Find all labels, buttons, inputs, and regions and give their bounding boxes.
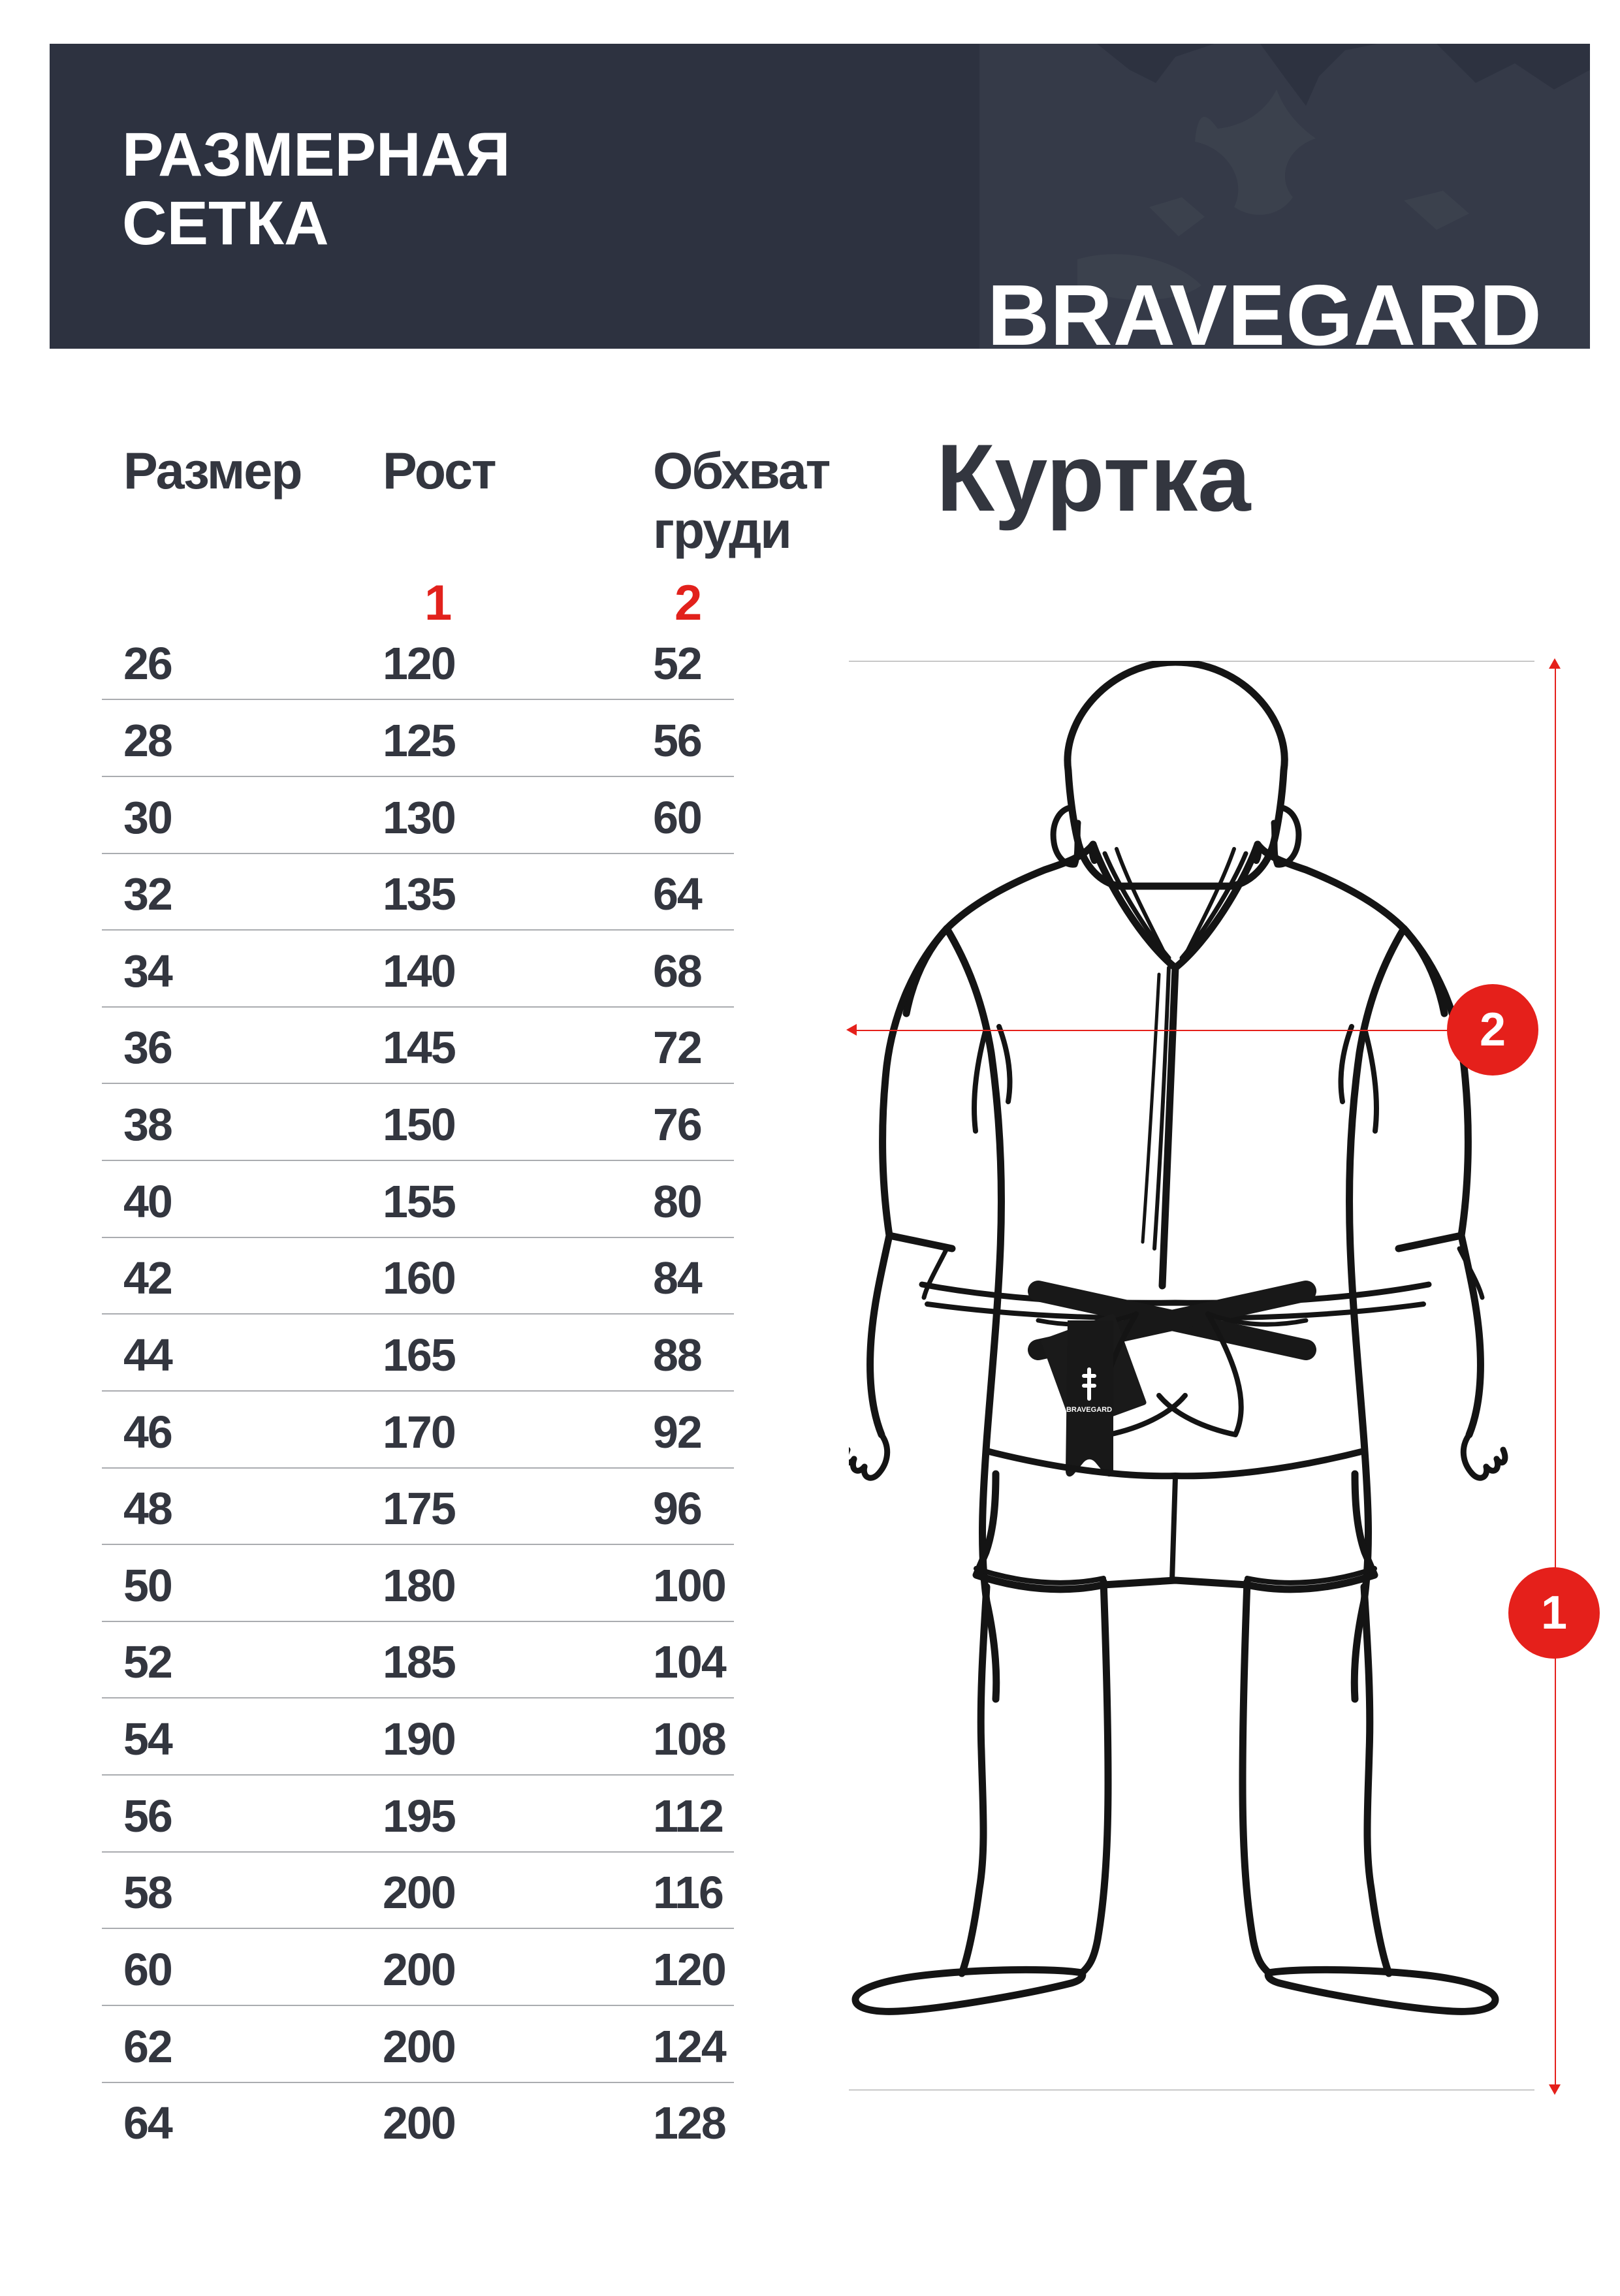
svg-text:BRAVEGARD: BRAVEGARD [1066,1406,1112,1414]
